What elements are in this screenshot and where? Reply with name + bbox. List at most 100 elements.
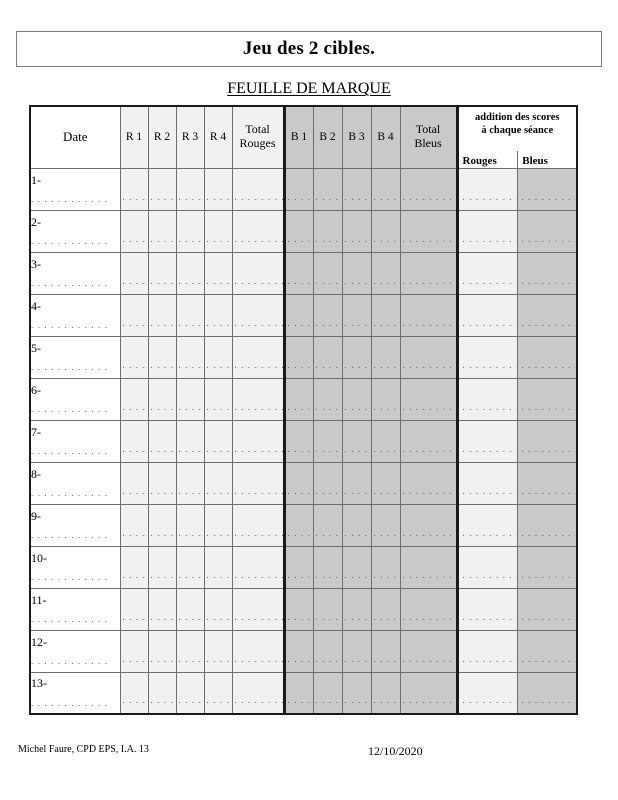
cell-r4[interactable]: . . . . . bbox=[203, 209, 233, 253]
cell-addition-rouges[interactable]: . . . . . . . . . . . . . bbox=[455, 461, 518, 505]
cell-total-bleus[interactable]: . . . . . . . . . . . . bbox=[399, 293, 458, 337]
cell-r1[interactable]: . . . . . bbox=[119, 419, 149, 463]
cell-b1[interactable]: . . . . . bbox=[282, 461, 314, 505]
cell-b3[interactable]: . . . . . bbox=[341, 377, 372, 421]
cell-total-bleus[interactable]: . . . . . . . . . . . . bbox=[399, 209, 458, 253]
cell-b1[interactable]: . . . . . bbox=[282, 629, 314, 673]
cell-b4[interactable]: . . . . . bbox=[370, 503, 401, 547]
cell-r1[interactable]: . . . . . bbox=[119, 587, 149, 631]
cell-b2[interactable]: . . . . . bbox=[312, 461, 343, 505]
cell-b4[interactable]: . . . . . bbox=[370, 335, 401, 379]
cell-r2[interactable]: . . . . . bbox=[147, 587, 177, 631]
cell-b3[interactable]: . . . . . bbox=[341, 587, 372, 631]
cell-b3[interactable]: . . . . . bbox=[341, 167, 372, 211]
cell-addition-rouges[interactable]: . . . . . . . . . . . . . bbox=[455, 671, 518, 715]
cell-addition-rouges[interactable]: . . . . . . . . . . . . . bbox=[455, 503, 518, 547]
cell-r4[interactable]: . . . . . bbox=[203, 167, 233, 211]
cell-r4[interactable]: . . . . . bbox=[203, 587, 233, 631]
cell-b4[interactable]: . . . . . bbox=[370, 629, 401, 673]
cell-b1[interactable]: . . . . . bbox=[282, 419, 314, 463]
cell-addition-rouges[interactable]: . . . . . . . . . . . . . bbox=[455, 629, 518, 673]
cell-b2[interactable]: . . . . . bbox=[312, 419, 343, 463]
cell-total-rouges[interactable]: . . . . . . . . . . . . bbox=[231, 209, 285, 253]
cell-b2[interactable]: . . . . . bbox=[312, 167, 343, 211]
cell-total-rouges[interactable]: . . . . . . . . . . . . bbox=[231, 545, 285, 589]
cell-b2[interactable]: . . . . . bbox=[312, 335, 343, 379]
cell-r1[interactable]: . . . . . bbox=[119, 545, 149, 589]
cell-b4[interactable]: . . . . . bbox=[370, 293, 401, 337]
cell-total-bleus[interactable]: . . . . . . . . . . . . bbox=[399, 461, 458, 505]
cell-r2[interactable]: . . . . . bbox=[147, 545, 177, 589]
cell-b4[interactable]: . . . . . bbox=[370, 545, 401, 589]
cell-r1[interactable]: . . . . . bbox=[119, 209, 149, 253]
cell-total-rouges[interactable]: . . . . . . . . . . . . bbox=[231, 671, 285, 715]
cell-r3[interactable]: . . . . . bbox=[175, 587, 205, 631]
cell-r1[interactable]: . . . . . bbox=[119, 377, 149, 421]
cell-r1[interactable]: . . . . . bbox=[119, 629, 149, 673]
cell-total-bleus[interactable]: . . . . . . . . . . . . bbox=[399, 545, 458, 589]
cell-r4[interactable]: . . . . . bbox=[203, 377, 233, 421]
cell-addition-rouges[interactable]: . . . . . . . . . . . . . bbox=[455, 209, 518, 253]
cell-r3[interactable]: . . . . . bbox=[175, 167, 205, 211]
cell-total-bleus[interactable]: . . . . . . . . . . . . bbox=[399, 503, 458, 547]
cell-r2[interactable]: . . . . . bbox=[147, 419, 177, 463]
cell-addition-bleus[interactable]: . . . . . . . . . . . . . bbox=[516, 419, 578, 463]
cell-b3[interactable]: . . . . . bbox=[341, 209, 372, 253]
cell-addition-rouges[interactable]: . . . . . . . . . . . . . bbox=[455, 335, 518, 379]
cell-b3[interactable]: . . . . . bbox=[341, 335, 372, 379]
cell-addition-rouges[interactable]: . . . . . . . . . . . . . bbox=[455, 293, 518, 337]
cell-r4[interactable]: . . . . . bbox=[203, 335, 233, 379]
cell-r2[interactable]: . . . . . bbox=[147, 629, 177, 673]
cell-r2[interactable]: . . . . . bbox=[147, 335, 177, 379]
cell-addition-bleus[interactable]: . . . . . . . . . . . . . bbox=[516, 209, 578, 253]
cell-total-bleus[interactable]: . . . . . . . . . . . . bbox=[399, 419, 458, 463]
cell-date[interactable]: 1- . . . . . . . . . . . . . . . . . . . … bbox=[29, 167, 121, 211]
cell-total-bleus[interactable]: . . . . . . . . . . . . bbox=[399, 587, 458, 631]
cell-b1[interactable]: . . . . . bbox=[282, 377, 314, 421]
cell-total-bleus[interactable]: . . . . . . . . . . . . bbox=[399, 377, 458, 421]
cell-addition-bleus[interactable]: . . . . . . . . . . . . . bbox=[516, 629, 578, 673]
cell-r3[interactable]: . . . . . bbox=[175, 671, 205, 715]
cell-r4[interactable]: . . . . . bbox=[203, 293, 233, 337]
cell-addition-bleus[interactable]: . . . . . . . . . . . . . bbox=[516, 587, 578, 631]
cell-date[interactable]: 9- . . . . . . . . . . . . . . . . . . . … bbox=[29, 503, 121, 547]
cell-b4[interactable]: . . . . . bbox=[370, 209, 401, 253]
cell-total-rouges[interactable]: . . . . . . . . . . . . bbox=[231, 419, 285, 463]
cell-r4[interactable]: . . . . . bbox=[203, 545, 233, 589]
cell-b4[interactable]: . . . . . bbox=[370, 377, 401, 421]
cell-total-bleus[interactable]: . . . . . . . . . . . . bbox=[399, 671, 458, 715]
cell-b2[interactable]: . . . . . bbox=[312, 629, 343, 673]
cell-r3[interactable]: . . . . . bbox=[175, 503, 205, 547]
cell-b2[interactable]: . . . . . bbox=[312, 293, 343, 337]
cell-b4[interactable]: . . . . . bbox=[370, 461, 401, 505]
cell-addition-bleus[interactable]: . . . . . . . . . . . . . bbox=[516, 671, 578, 715]
cell-date[interactable]: 12- . . . . . . . . . . . . . . . . . . .… bbox=[29, 629, 121, 673]
cell-b2[interactable]: . . . . . bbox=[312, 671, 343, 715]
cell-total-rouges[interactable]: . . . . . . . . . . . . bbox=[231, 293, 285, 337]
cell-r4[interactable]: . . . . . bbox=[203, 671, 233, 715]
cell-b3[interactable]: . . . . . bbox=[341, 503, 372, 547]
cell-total-rouges[interactable]: . . . . . . . . . . . . bbox=[231, 167, 285, 211]
cell-r3[interactable]: . . . . . bbox=[175, 545, 205, 589]
cell-b3[interactable]: . . . . . bbox=[341, 671, 372, 715]
cell-r3[interactable]: . . . . . bbox=[175, 209, 205, 253]
cell-date[interactable]: 4- . . . . . . . . . . . . . . . . . . . … bbox=[29, 293, 121, 337]
cell-addition-bleus[interactable]: . . . . . . . . . . . . . bbox=[516, 461, 578, 505]
cell-addition-bleus[interactable]: . . . . . . . . . . . . . bbox=[516, 503, 578, 547]
cell-addition-bleus[interactable]: . . . . . . . . . . . . . bbox=[516, 293, 578, 337]
cell-r4[interactable]: . . . . . bbox=[203, 461, 233, 505]
cell-addition-rouges[interactable]: . . . . . . . . . . . . . bbox=[455, 377, 518, 421]
cell-date[interactable]: 5- . . . . . . . . . . . . . . . . . . . … bbox=[29, 335, 121, 379]
cell-b2[interactable]: . . . . . bbox=[312, 545, 343, 589]
cell-r3[interactable]: . . . . . bbox=[175, 419, 205, 463]
cell-r3[interactable]: . . . . . bbox=[175, 251, 205, 295]
cell-total-rouges[interactable]: . . . . . . . . . . . . bbox=[231, 377, 285, 421]
cell-r1[interactable]: . . . . . bbox=[119, 251, 149, 295]
cell-b1[interactable]: . . . . . bbox=[282, 545, 314, 589]
cell-r3[interactable]: . . . . . bbox=[175, 335, 205, 379]
cell-r1[interactable]: . . . . . bbox=[119, 461, 149, 505]
cell-r2[interactable]: . . . . . bbox=[147, 503, 177, 547]
cell-b4[interactable]: . . . . . bbox=[370, 251, 401, 295]
cell-b4[interactable]: . . . . . bbox=[370, 671, 401, 715]
cell-b1[interactable]: . . . . . bbox=[282, 251, 314, 295]
